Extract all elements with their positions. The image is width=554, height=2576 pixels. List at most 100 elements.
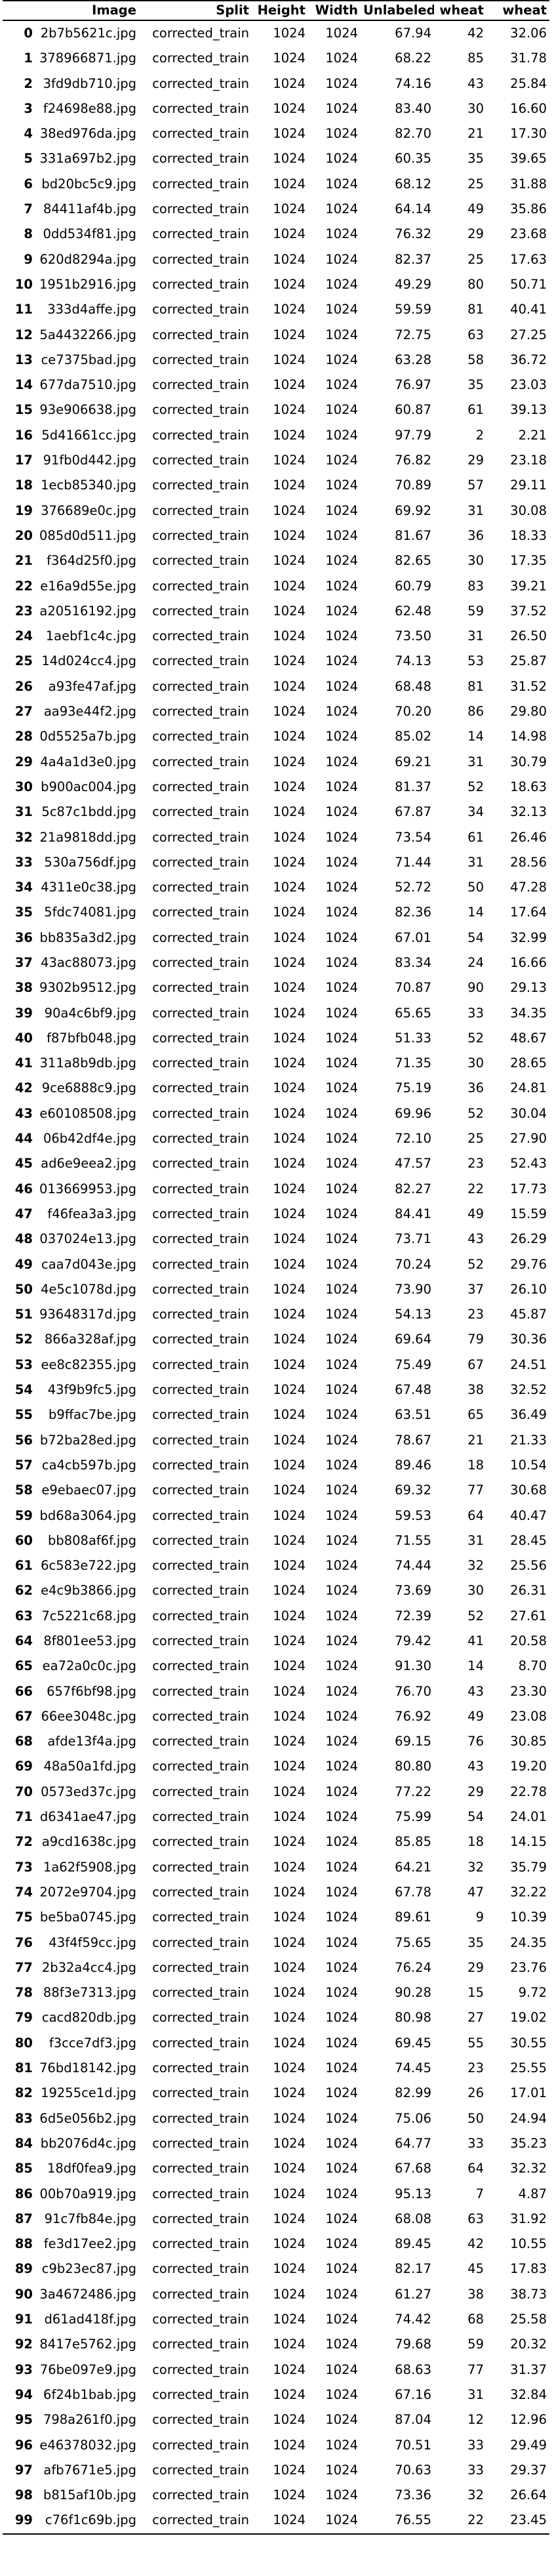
wheat-count-cell: 33 [434,1000,486,1026]
unlabeled-cell: 70.63 [361,2457,434,2484]
row-index: 7 [3,197,35,222]
table-row: 37 43ac88073.jpg corrected_train 1024 1024 83… [3,950,549,976]
table-row: 35 5fdc74081.jpg corrected_train 1024 1024 82… [3,900,549,926]
split-cell: corrected_train [152,2135,249,2151]
unlabeled-cell: 76.24 [361,1955,434,1981]
row-index: 39 [3,1000,35,1026]
wheat-percent-cell: 2.21 [518,427,547,443]
width-cell: 1024 [308,2508,361,2534]
table-row: 43 e60108508.jpg corrected_train 1024 1024 69… [3,1101,549,1127]
row-index: 75 [3,1905,35,1931]
width-cell: 1024 [325,75,358,91]
image-cell: 4311e0c38.jpg [41,880,136,895]
width-cell: 1024 [308,247,361,272]
wheat-count-cell: 43 [434,1754,486,1780]
unlabeled-cell: 70.51 [395,2437,431,2453]
width-cell: 1024 [308,1452,361,1479]
row-index: 53 [3,1352,35,1378]
table-row: 97 afb7671e5.jpg corrected_train 1024 1024 70… [3,2457,549,2484]
wheat-count-cell: 21 [467,126,484,142]
width-cell: 1024 [325,2286,358,2302]
height-cell: 1024 [252,1000,308,1026]
height-cell: 1024 [252,2056,308,2081]
wheat-count-cell: 54 [434,1805,486,1830]
image-cell: 38ed976da.jpg [39,126,136,142]
image-cell: afb7671e5.jpg [35,2457,139,2484]
height-cell: 1024 [273,1583,306,1599]
image-cell: ad6e9eea2.jpg [35,1151,139,1177]
row-index: 22 [14,578,33,594]
table-row: 49 caa7d043e.jpg corrected_train 1024 1024 70… [3,1252,549,1277]
unlabeled-cell: 85.02 [395,729,431,745]
wheat-percent-cell: 8.70 [486,1654,549,1679]
split-cell: corrected_train [139,197,252,222]
split-cell: corrected_train [152,2386,249,2402]
column-header-wheat-count: wheat [439,3,484,18]
height-cell: 1024 [252,1955,308,1981]
table-row: 91 d61ad418f.jpg corrected_train 1024 1024 74… [3,2307,549,2333]
row-index: 20 [14,527,33,543]
image-cell: c9b23ec87.jpg [35,2257,139,2282]
table-row: 69 48a50a1fd.jpg corrected_train 1024 1024 80… [3,1754,549,1780]
unlabeled-cell: 73.50 [395,628,431,644]
split-cell: corrected_train [152,2085,249,2101]
height-cell: 1024 [252,1051,308,1076]
wheat-percent-cell: 28.56 [486,849,549,876]
width-cell: 1024 [308,1654,361,1679]
width-cell: 1024 [308,146,361,172]
unlabeled-cell: 67.16 [395,2386,431,2402]
unlabeled-cell: 63.51 [361,1402,434,1428]
unlabeled-cell: 73.69 [395,1583,431,1599]
table-row: 5 331a697b2.jpg corrected_train 1024 1024 60.… [3,146,549,172]
image-cell: e9ebaec07.jpg [41,1482,136,1498]
row-index: 68 [14,1734,33,1749]
split-cell: corrected_train [152,1784,249,1799]
height-cell: 1024 [252,146,308,172]
row-index: 13 [3,347,35,373]
height-cell: 1024 [252,197,308,222]
image-cell: fe3d17ee2.jpg [43,2236,136,2252]
image-cell: 4a4a1d3e0.jpg [35,749,139,775]
width-cell: 1024 [325,226,358,242]
wheat-count-cell: 76 [467,1734,484,1749]
wheat-count-cell: 52 [467,1030,484,1046]
table-row: 8 0dd534f81.jpg corrected_train 1024 1024 76.… [3,222,549,247]
split-cell: corrected_train [152,226,249,242]
split-cell: corrected_train [139,950,252,976]
table-row: 45 ad6e9eea2.jpg corrected_train 1024 1024 47… [3,1151,549,1177]
table-row: 3 f24698e88.jpg corrected_train 1024 1024 83.… [3,96,549,122]
table-row: 34 4311e0c38.jpg corrected_train 1024 1024 52… [3,875,549,900]
row-index: 71 [3,1805,35,1830]
row-index: 83 [3,2106,35,2131]
row-index: 64 [14,1633,33,1648]
wheat-percent-cell: 32.52 [510,1382,547,1398]
wheat-percent-cell: 31.37 [486,2357,549,2382]
unlabeled-cell: 76.70 [395,1683,431,1699]
height-cell: 1024 [273,2186,306,2201]
image-cell: 6c583e722.jpg [35,1553,139,1579]
row-index: 25 [3,649,35,674]
width-cell: 1024 [308,2307,361,2333]
wheat-percent-cell: 26.10 [510,1281,547,1297]
row-index: 87 [3,2206,35,2232]
wheat-count-cell: 61 [467,829,484,845]
wheat-percent-cell: 45.87 [486,1302,549,1328]
row-index: 35 [3,900,35,926]
width-cell: 1024 [308,749,361,775]
unlabeled-cell: 72.10 [395,1131,431,1147]
image-cell: bb835a3d2.jpg [39,930,137,945]
column-header-wheat-percent: wheat [502,3,547,18]
wheat-count-cell: 22 [434,2508,486,2534]
wheat-count-cell: 49 [434,1704,486,1730]
width-cell: 1024 [325,729,358,745]
row-index: 34 [14,880,33,895]
split-cell: corrected_train [139,96,252,122]
table-row: 80 f3cce7df3.jpg corrected_train 1024 1024 69… [3,2031,549,2056]
wheat-percent-cell: 10.39 [486,1905,549,1931]
wheat-count-cell: 30 [434,548,486,574]
split-cell: corrected_train [139,1805,252,1830]
row-index: 73 [3,1854,35,1880]
table-row: 70 0573ed37c.jpg corrected_train 1024 1024 77… [3,1780,549,1805]
wheat-percent-cell: 26.29 [510,1231,547,1247]
wheat-count-cell: 22 [467,1181,484,1196]
